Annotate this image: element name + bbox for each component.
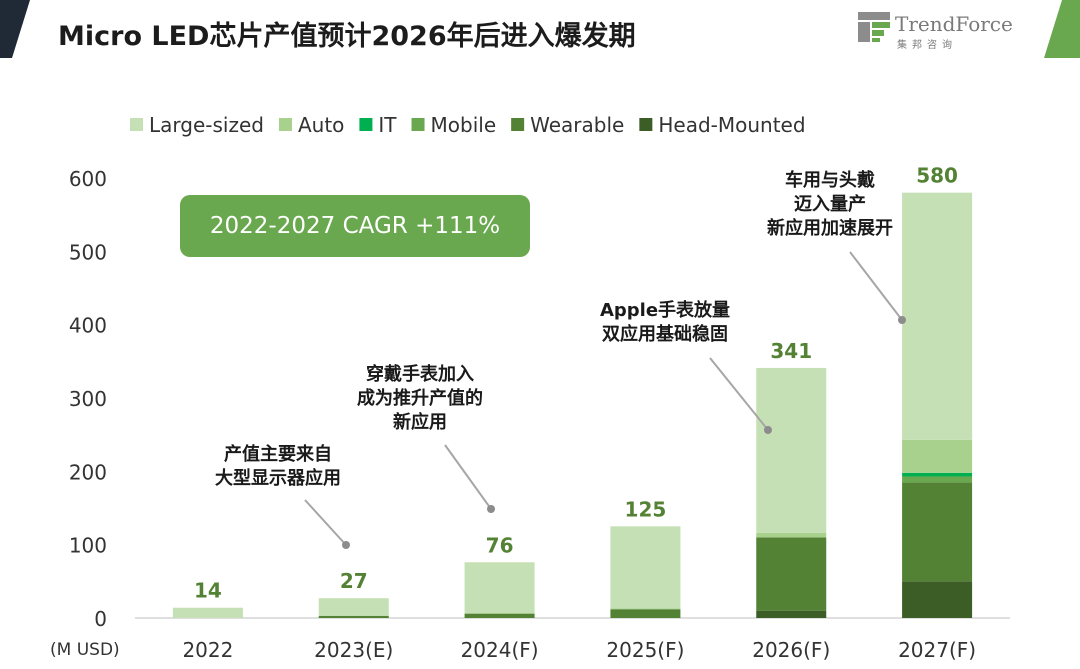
annotation-leader-line <box>849 251 903 321</box>
annotation-text: 产值主要来自 <box>224 443 332 465</box>
bar-segment-large-sized <box>756 367 827 533</box>
trendforce-logo: TrendForce 集邦咨询 <box>857 10 1032 51</box>
bar-segment-head-mounted <box>756 610 827 618</box>
y-tick-label: 300 <box>69 387 107 411</box>
bar-segment-large-sized <box>172 607 243 618</box>
bar-segment-wearable <box>610 609 681 618</box>
x-tick-label: 2023(E) <box>314 638 393 662</box>
bar-segment-wearable <box>902 482 973 582</box>
y-tick-label: 100 <box>69 534 107 558</box>
bar-total-label: 27 <box>340 569 368 593</box>
x-tick-label: 2024(F) <box>461 638 539 662</box>
x-tick-label: 2025(F) <box>606 638 684 662</box>
bar-total-label: 125 <box>625 497 667 521</box>
annotation-dot <box>487 505 495 513</box>
bar-segment-auto <box>610 608 681 610</box>
bar-segment-wearable <box>464 613 535 618</box>
bar-total-label: 341 <box>770 339 812 363</box>
x-tick-label: 2026(F) <box>752 638 830 662</box>
annotation-text: 大型显示器应用 <box>215 467 341 489</box>
legend-swatch <box>130 118 143 131</box>
bar-segment-mobile <box>902 476 973 483</box>
legend-swatch <box>511 118 525 131</box>
bar-total-label: 14 <box>194 579 222 603</box>
legend-label: Large-sized <box>149 113 264 137</box>
annotation-leader-line <box>444 444 492 510</box>
bar-segment-auto <box>902 439 973 473</box>
annotation-dot <box>898 316 906 324</box>
unit-label: (M USD) <box>50 640 120 660</box>
y-tick-label: 400 <box>69 314 107 338</box>
annotation-text: 新应用 <box>393 411 447 433</box>
annotation-dot <box>342 541 350 549</box>
trendforce-logo-mark-icon <box>858 12 890 42</box>
legend-label: Auto <box>298 113 344 137</box>
legend-swatch <box>639 118 653 131</box>
legend-label: IT <box>378 113 397 137</box>
bar-total-label: 580 <box>916 164 958 188</box>
annotation-dot <box>764 426 772 434</box>
annotation-text: 成为推升产值的 <box>357 387 483 409</box>
logo-subtitle: 集邦咨询 <box>897 40 957 51</box>
cagr-badge: 2022-2027 CAGR +111% <box>180 195 530 257</box>
page-title: Micro LED芯片产值预计2026年后进入爆发期 <box>58 21 636 52</box>
legend-swatch <box>411 118 425 131</box>
annotation-text: 迈入量产 <box>794 193 866 215</box>
annotation-leader-line <box>304 499 347 546</box>
bar-segment-large-sized <box>464 562 535 614</box>
annotation-text: 穿戴手表加入 <box>366 363 474 385</box>
bar-segment-large-sized <box>902 192 973 440</box>
bar-segment-it <box>902 472 973 477</box>
corner-decoration-left <box>0 0 30 58</box>
bar-segment-large-sized <box>610 526 681 609</box>
annotation-leader-line <box>709 357 769 431</box>
bar-total-label: 76 <box>486 533 514 557</box>
bar-segment-wearable <box>756 537 827 611</box>
y-tick-label: 0 <box>94 607 107 631</box>
y-tick-label: 500 <box>69 240 107 264</box>
bar-segment-auto <box>756 532 827 538</box>
legend-label: Mobile <box>431 113 497 137</box>
corner-decoration-right <box>1044 0 1080 58</box>
bar-segment-large-sized <box>318 598 389 616</box>
y-tick-label: 600 <box>69 167 107 191</box>
annotation-text: 车用与头戴 <box>785 169 875 191</box>
legend-swatch <box>278 118 292 131</box>
annotation-text: 新应用加速展开 <box>767 217 893 239</box>
bar-segment-head-mounted <box>902 581 973 618</box>
legend-label: Head-Mounted <box>658 113 805 137</box>
x-tick-label: 2027(F) <box>898 638 976 662</box>
y-tick-label: 200 <box>69 460 107 484</box>
bar-segment-wearable <box>318 615 389 618</box>
logo-name: TrendForce <box>895 12 1013 36</box>
annotation-text: 双应用基础稳固 <box>602 323 728 345</box>
x-tick-label: 2022 <box>182 638 233 662</box>
annotation-text: Apple手表放量 <box>600 299 730 321</box>
legend-swatch <box>359 118 373 131</box>
dark-corner-shape <box>0 0 30 58</box>
green-corner-shape <box>1044 0 1080 58</box>
legend-label: Wearable <box>530 113 624 137</box>
